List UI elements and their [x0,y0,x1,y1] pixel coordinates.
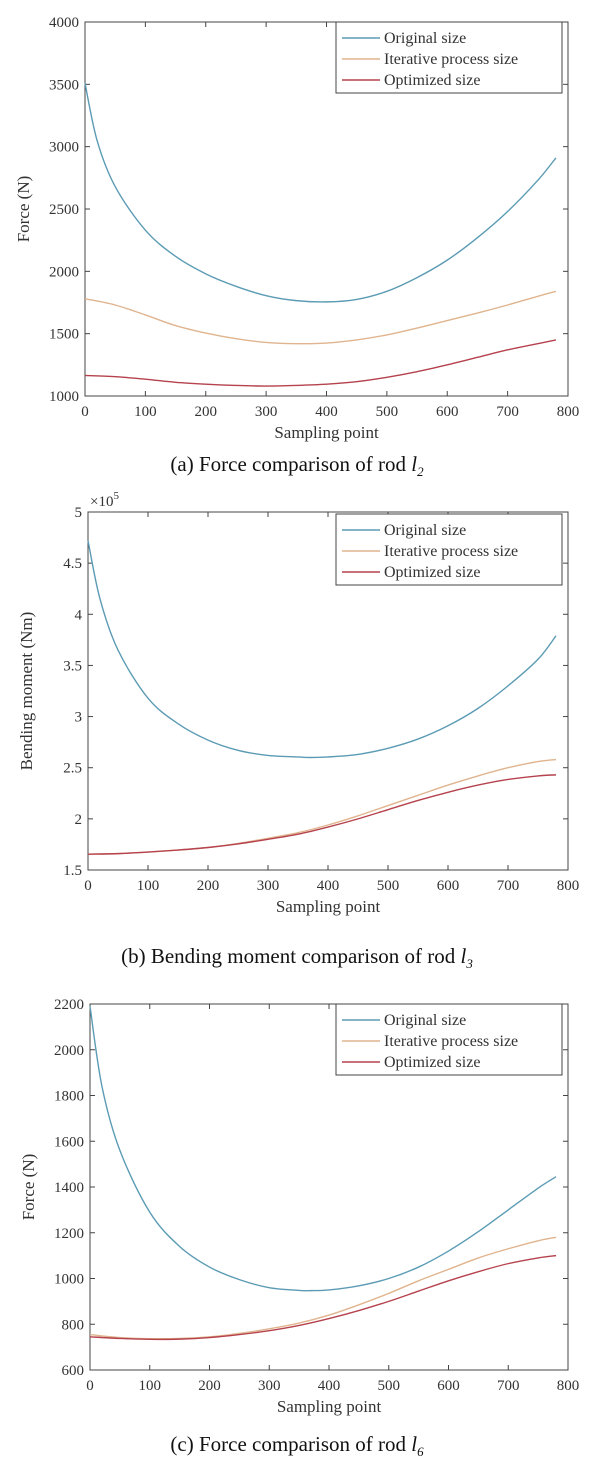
x-tick-label: 400 [315,404,338,420]
y-axis-label: Force (N) [14,176,33,243]
chart-panel-b: 0 100 200 300 400 500 600 700 800 1.5 2 2.5 3 3.5 4 4.5… [0,490,594,978]
legend-label-1: Original size [384,522,466,539]
y-tick-label: 2500 [49,202,79,218]
caption-a-sub: 2 [417,464,424,480]
x-tick-label: 300 [255,404,278,420]
legend-box [335,21,563,94]
x-tick-label: 600 [437,1378,460,1394]
caption-a: (a) Force comparison of rod l2 [0,452,594,480]
series-line-1 [87,540,557,759]
x-tick-label: 500 [378,1378,401,1394]
x-tick-label: 400 [317,878,340,894]
x-tick-label: 500 [376,404,399,420]
x-tick-label: 0 [86,1378,94,1394]
series-line-2 [87,758,557,855]
x-tick-label: 400 [318,1378,341,1394]
x-tick-label: 700 [497,1378,520,1394]
y-axis-exponent-power: 5 [113,490,119,502]
y-tick-label: 1000 [49,389,79,405]
legend-box [335,1003,563,1076]
y-axis-exponent: ×105 [90,490,119,510]
y-tick-label: 3.5 [63,658,82,674]
legend-label-3: Optimized size [384,1054,480,1071]
legend-label-1: Original size [384,30,466,47]
chart-panel-a: 0 100 200 300 400 500 600 700 800 1000 1500 2000 250… [0,0,594,486]
legend-label-2: Iterative process size [384,1033,518,1050]
y-tick-label: 600 [62,1363,85,1379]
force-chart-rod-l2: 0 100 200 300 400 500 600 700 800 1000 1500 2000 250… [14,15,580,442]
x-tick-label: 700 [497,878,520,894]
x-tick-label: 800 [557,1378,580,1394]
y-tick-label: 2 [75,812,83,828]
legend-label-2: Iterative process size [384,543,518,560]
y-tick-label: 1200 [54,1226,84,1242]
y-tick-label: 2000 [54,1043,84,1059]
y-tick-label: 2.5 [63,761,82,777]
x-tick-label: 0 [81,404,89,420]
x-tick-label: 0 [84,878,92,894]
caption-b-var: l [460,944,467,968]
x-tick-label: 600 [436,404,459,420]
x-tick-label: 300 [257,878,280,894]
force-chart-rod-l6: 0 100 200 300 400 500 600 700 800 600 800 1000 1200 1… [19,997,580,1416]
x-tick-label: 800 [557,878,580,894]
y-tick-label: 4000 [49,15,79,31]
x-tick-label: 200 [198,1378,221,1394]
caption-a-text: (a) Force comparison of rod [170,452,412,476]
y-tick-label: 800 [62,1317,85,1333]
x-tick-label: 100 [139,1378,162,1394]
x-tick-label: 500 [377,878,400,894]
x-axis-label: Sampling point [277,1397,382,1416]
caption-c-text: (c) Force comparison of rod [170,1432,412,1456]
x-axis-label: Sampling point [276,897,381,916]
caption-c: (c) Force comparison of rod l6 [0,1432,594,1460]
legend-label-2: Iterative process size [384,51,518,68]
caption-b-sub: 3 [466,956,473,972]
caption-a-var: l [411,452,418,476]
series-line-1 [84,82,557,303]
legend-label-3: Optimized size [384,564,480,581]
y-axis-label: Bending moment (Nm) [17,612,36,771]
y-axis-label: Force (N) [19,1154,38,1221]
chart-panel-c: 0 100 200 300 400 500 600 700 800 600 800 1000 1200 1… [0,982,594,1468]
x-tick-label: 700 [496,404,519,420]
caption-b-text: (b) Bending moment comparison of rod [121,944,461,968]
y-tick-label: 3000 [49,140,79,156]
x-tick-label: 800 [557,404,580,420]
y-tick-label: 2000 [49,264,79,280]
y-tick-label: 1600 [54,1134,84,1150]
y-tick-label: 3500 [49,77,79,93]
x-tick-label: 100 [137,878,160,894]
y-tick-label: 1800 [54,1089,84,1105]
series-line-1 [89,1006,557,1292]
y-tick-label: 4 [75,607,83,623]
x-tick-label: 100 [134,404,157,420]
y-tick-label: 1000 [54,1272,84,1288]
caption-b: (b) Bending moment comparison of rod l3 [0,944,594,972]
x-tick-label: 200 [197,878,220,894]
x-tick-label: 300 [258,1378,281,1394]
legend-label-3: Optimized size [384,72,480,89]
y-tick-label: 5 [75,505,83,521]
caption-c-var: l [411,1432,418,1456]
y-tick-label: 2200 [54,997,84,1013]
caption-c-sub: 6 [417,1444,424,1460]
legend-label-1: Original size [384,1012,466,1029]
series-line-3 [84,339,557,387]
series-line-2 [84,290,557,345]
series-line-3 [89,1254,557,1341]
series-line-2 [89,1236,557,1340]
x-tick-label: 200 [195,404,218,420]
y-tick-label: 1.5 [63,863,82,879]
y-tick-label: 4.5 [63,556,82,572]
y-tick-label: 1500 [49,327,79,343]
bending-moment-chart-rod-l3: 0 100 200 300 400 500 600 700 800 1.5 2 2.5 3 3.5 4 4.5… [17,490,580,916]
legend-box [335,513,563,586]
series-line-3 [87,774,557,855]
y-tick-label: 3 [75,710,83,726]
x-axis-label: Sampling point [274,423,379,442]
y-tick-label: 1400 [54,1180,84,1196]
x-tick-label: 600 [437,878,460,894]
